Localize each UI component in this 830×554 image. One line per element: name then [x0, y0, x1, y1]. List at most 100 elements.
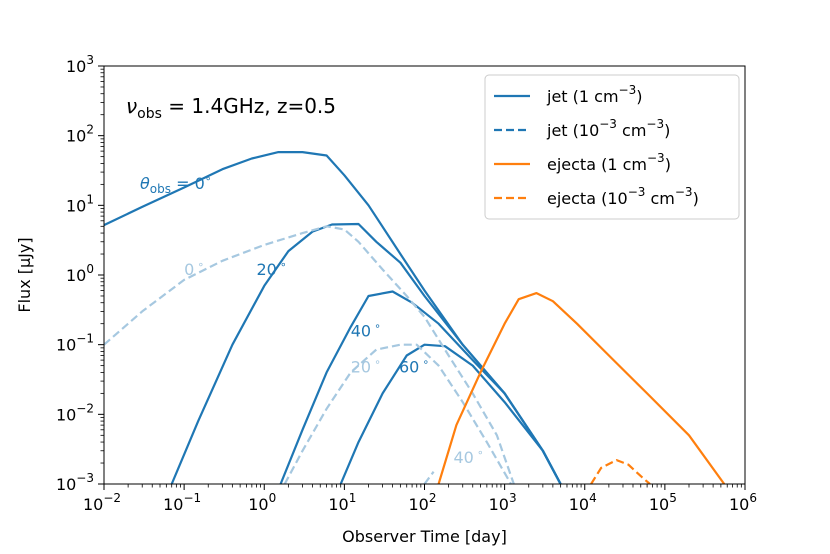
y-tick-label-0: 10−3: [56, 471, 94, 494]
y-tick-label-3-exponent: 0: [86, 262, 94, 276]
annotation-nu: ν: [126, 94, 137, 118]
theta-subscript: obs: [150, 182, 171, 196]
y-tick-label-4-exponent: 1: [86, 192, 94, 206]
y-tick-label-5-exponent: 2: [86, 123, 94, 137]
x-tick-label-5: 103: [489, 491, 517, 514]
curve-label-degree: ∘: [280, 258, 287, 271]
y-tick-label-0-base: 10: [56, 475, 76, 494]
curve-label-degree: ∘: [422, 355, 429, 368]
legend-label-tail: ): [664, 121, 670, 140]
curve-label-degree: ∘: [197, 258, 204, 271]
x-tick-label-2-exponent: 0: [269, 491, 277, 505]
legend-label-exponent: −3: [647, 151, 665, 165]
x-tick-label-5-base: 10: [489, 495, 509, 514]
series-line-6: [423, 471, 435, 484]
legend-label-exponent: −3: [619, 83, 637, 97]
curve-label-angle: 60: [399, 357, 419, 376]
y-tick-label-2-exponent: −1: [76, 332, 94, 346]
x-tick-label-3-exponent: 1: [349, 491, 357, 505]
y-tick-label-2-base: 10: [56, 336, 76, 355]
legend-label-tail: ): [665, 155, 671, 174]
curve-label-angle: 40: [351, 322, 371, 341]
series-line-8: [590, 459, 651, 484]
x-tick-label-5-exponent: 3: [509, 491, 517, 505]
legend-label-unit: cm: [617, 121, 646, 140]
y-tick-label-3: 100: [66, 262, 94, 285]
x-tick-label-4-base: 10: [409, 495, 429, 514]
series-line-4: [104, 225, 515, 484]
curve-label-degree: ∘: [374, 320, 381, 333]
theta-rest: = 0: [171, 174, 205, 193]
y-tick-label-4: 101: [66, 192, 94, 215]
legend-items: jet (1 cm−3)jet (10−3 cm−3)ejecta (1 cm−…: [494, 83, 699, 208]
y-tick-label-6-exponent: 3: [86, 53, 94, 67]
curve-label-degree: ∘: [374, 355, 381, 368]
x-tick-label-3-base: 10: [328, 495, 348, 514]
frequency-redshift-annotation: νobs = 1.4GHz, z=0.5: [126, 94, 336, 122]
legend-label-tail: ): [636, 87, 642, 106]
y-tick-label-4-base: 10: [66, 196, 86, 215]
legend-label-tail: ): [693, 189, 699, 208]
tick-layer: 10−2 10−1 100 101 102 103 104 105 10610−310−210−…: [56, 53, 757, 514]
legend-label-exponent: −3: [599, 117, 617, 131]
x-tick-label-1-base: 10: [163, 495, 183, 514]
y-tick-label-6-base: 10: [66, 57, 86, 76]
y-tick-label-5-base: 10: [66, 127, 86, 146]
legend-label-3: ejecta (10−3 cm−3): [547, 185, 699, 208]
y-tick-label-3-base: 10: [66, 266, 86, 285]
x-tick-label-1-exponent: −1: [183, 491, 201, 505]
curve-label-degree: ∘: [477, 446, 484, 459]
x-tick-label-7-base: 10: [649, 495, 669, 514]
x-tick-label-0: 10−2: [83, 491, 121, 514]
legend-label-text: jet (10: [546, 121, 599, 140]
legend-label-0: jet (1 cm−3): [546, 83, 643, 106]
x-tick-label-4: 102: [409, 491, 437, 514]
x-tick-label-0-exponent: −2: [103, 491, 121, 505]
theta-degree: ∘: [205, 172, 212, 185]
curve-label-angle: 0: [184, 260, 194, 279]
legend-label-text: ejecta (10: [547, 189, 628, 208]
y-tick-label-2: 10−1: [56, 332, 94, 355]
x-tick-label-8-exponent: 6: [749, 491, 757, 505]
series-line-3: [339, 343, 562, 484]
curve-label-angle: 20: [351, 357, 371, 376]
curve-label-5: 40 ∘: [453, 446, 483, 467]
x-tick-label-2-base: 10: [248, 495, 268, 514]
legend-label-text: jet (1 cm: [546, 87, 619, 106]
x-tick-label-0-base: 10: [83, 495, 103, 514]
series-line-5: [283, 343, 512, 484]
theta-obs-label: θobs = 0∘: [140, 172, 212, 196]
legend-label-unit-exponent: −3: [646, 117, 664, 131]
y-tick-label-1-base: 10: [56, 405, 76, 424]
legend-label-exponent: −3: [628, 185, 646, 199]
curve-label-angle: 40: [453, 448, 473, 467]
y-axis-label: Flux [μJy]: [15, 237, 34, 312]
x-tick-label-8-base: 10: [729, 495, 749, 514]
x-tick-label-1: 10−1: [163, 491, 201, 514]
y-tick-label-6: 103: [66, 53, 94, 76]
y-tick-label-5: 102: [66, 123, 94, 146]
legend-label-text: ejecta (1 cm: [547, 155, 647, 174]
curve-label-layer: 0 ∘ 20 ∘40 ∘20 ∘ 60 ∘40 ∘: [184, 258, 484, 467]
x-tick-label-7: 105: [649, 491, 677, 514]
legend-label-2: ejecta (1 cm−3): [547, 151, 671, 174]
series-layer: [104, 151, 726, 484]
x-tick-label-6: 104: [569, 491, 597, 514]
curve-label-1: 20 ∘: [256, 258, 286, 279]
curve-label-0: 0 ∘: [184, 258, 204, 279]
x-tick-label-4-exponent: 2: [429, 491, 437, 505]
curve-label-angle: 20: [256, 260, 276, 279]
x-tick-label-6-exponent: 4: [589, 491, 597, 505]
y-tick-label-1: 10−2: [56, 401, 94, 424]
x-tick-label-2: 100: [248, 491, 276, 514]
curve-label-2: 40 ∘: [351, 320, 381, 341]
y-tick-label-0-exponent: −3: [76, 471, 94, 485]
curve-label-4: 60 ∘: [399, 355, 429, 376]
x-tick-label-8: 106: [729, 491, 757, 514]
theta-symbol: θ: [140, 174, 150, 193]
x-axis-label: Observer Time [day]: [342, 527, 507, 546]
legend-label-unit: cm: [645, 189, 674, 208]
annotation-nu-subscript: obs: [137, 106, 162, 122]
series-line-2: [279, 290, 562, 484]
